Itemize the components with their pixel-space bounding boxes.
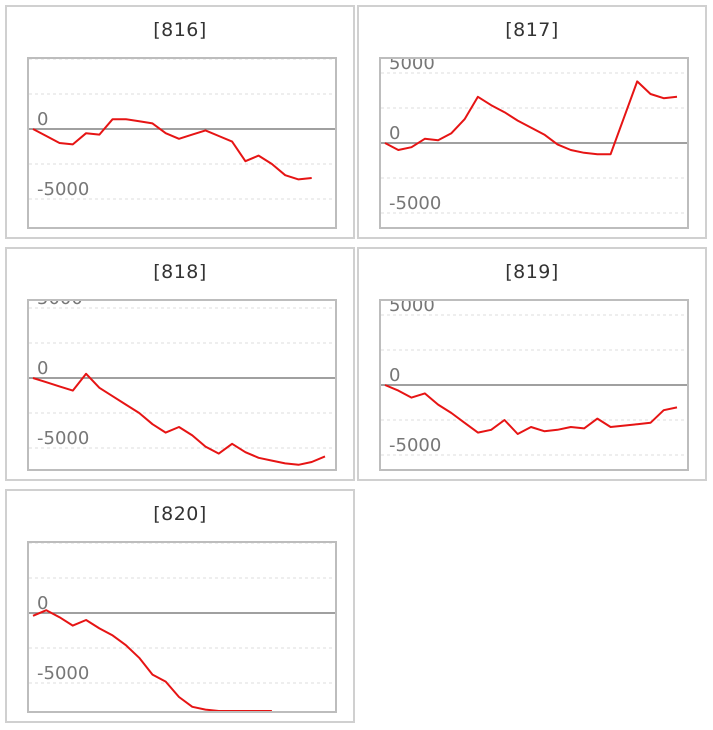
chart-title: [820] (153, 503, 207, 525)
chart-title: [819] (505, 261, 559, 283)
chart-panel: [817] 5000 0 -5000 (357, 5, 707, 239)
y-tick-label: 5000 (37, 301, 83, 309)
y-tick-label: 0 (389, 365, 400, 386)
y-tick-label: -5000 (389, 435, 441, 456)
plot-area: 5000 0 -5000 (27, 57, 337, 229)
plot-area: 5000 0 -5000 (379, 57, 689, 229)
chart-panel: [818] 5000 0 -5000 (5, 247, 355, 481)
y-tick-label: -5000 (37, 179, 89, 200)
y-tick-label: 5000 (389, 59, 435, 74)
y-tick-label: -5000 (389, 193, 441, 214)
y-tick-label: -5000 (37, 428, 89, 449)
y-tick-label: 0 (37, 593, 48, 614)
y-tick-label: 5000 (389, 301, 435, 316)
y-tick-label: -5000 (37, 663, 89, 684)
plot-area: 5000 0 -5000 (27, 299, 337, 471)
chart-title: [817] (505, 19, 559, 41)
chart-title: [818] (153, 261, 207, 283)
plot-area: 5000 0 -5000 (379, 299, 689, 471)
line-chart: 5000 0 -5000 (29, 543, 335, 711)
chart-title: [816] (153, 19, 207, 41)
y-tick-label: 0 (37, 109, 48, 130)
series-line (384, 384, 678, 435)
series-line (32, 372, 326, 466)
series-line (32, 118, 312, 181)
y-tick-label: 0 (389, 123, 400, 144)
series-line (384, 80, 678, 156)
line-chart: 5000 0 -5000 (29, 59, 335, 200)
series-line (32, 609, 272, 711)
y-tick-label: 0 (37, 358, 48, 379)
line-chart: 5000 0 -5000 (381, 59, 687, 214)
line-chart: 5000 0 -5000 (29, 301, 335, 466)
line-chart: 5000 0 -5000 (381, 301, 687, 456)
chart-panel: [820] 5000 0 -5000 (5, 489, 355, 723)
y-tick-label: 5000 (37, 543, 83, 544)
chart-panel: [819] 5000 0 -5000 (357, 247, 707, 481)
chart-panel: [816] 5000 0 -5000 (5, 5, 355, 239)
plot-area: 5000 0 -5000 (27, 541, 337, 713)
y-tick-label: 5000 (37, 59, 83, 60)
